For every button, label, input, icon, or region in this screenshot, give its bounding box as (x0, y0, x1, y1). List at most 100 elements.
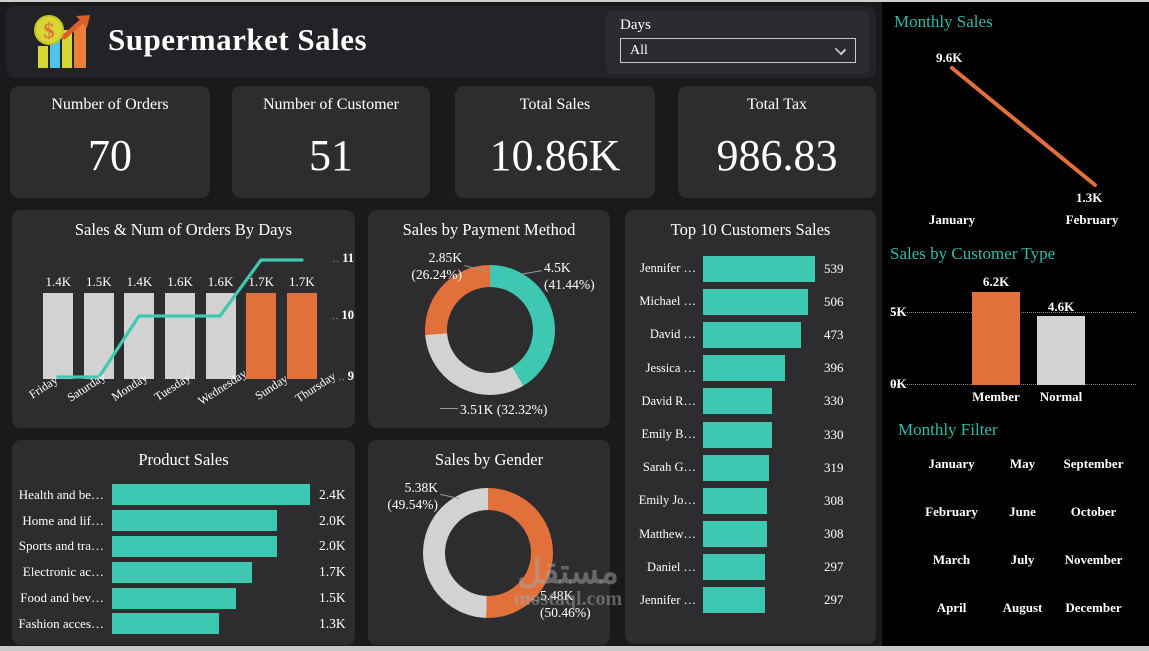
product-sales-chart: Product Sales Health and be… 2.4K Home an… (12, 440, 355, 645)
product-bar[interactable] (112, 510, 277, 532)
customer-bar[interactable] (703, 255, 815, 282)
monthly-sales-title: Monthly Sales (894, 12, 993, 31)
bar-member[interactable] (972, 292, 1020, 385)
combo-x-axis-labels: Friday Saturday Monday Tuesday Wednesday… (22, 366, 338, 408)
sales-by-gender-chart: Sales by Gender 5.38K (49.54%) 5.48K (50… (368, 440, 610, 645)
bar-monday[interactable] (124, 293, 155, 379)
orders-line-series (56, 258, 304, 379)
month-filter-august[interactable]: August (1002, 600, 1043, 615)
days-dropdown[interactable]: All (620, 38, 856, 63)
customer-bar[interactable] (703, 355, 786, 382)
bar-friday[interactable] (43, 293, 74, 379)
customer-row: David R… 330 (625, 385, 876, 418)
month-filter-november[interactable]: November (1064, 552, 1123, 567)
product-bar[interactable] (112, 561, 253, 583)
month-filter-july[interactable]: July (1010, 552, 1035, 567)
x-label: January (928, 212, 976, 227)
month-filter-february[interactable]: February (925, 504, 978, 519)
bar-sunday[interactable] (246, 293, 277, 379)
payment-donut[interactable] (425, 265, 555, 395)
svg-text:$: $ (44, 18, 55, 43)
product-row: Fashion acces… 1.3K (12, 611, 355, 637)
slice-label-credit: 2.85K (26.24%) (411, 250, 462, 282)
kpi-value: 51 (309, 131, 353, 180)
sales-orders-by-days-chart: Sales & Num of Orders By Days 1.4K 1.5K … (12, 210, 355, 428)
kpi-label: Total Sales (519, 96, 591, 113)
gender-donut[interactable] (423, 488, 553, 618)
month-filter-march[interactable]: March (932, 552, 971, 567)
customer-type-title: Sales by Customer Type (890, 244, 1056, 263)
kpi-label: Total Tax (746, 96, 808, 113)
x-label: February (1065, 212, 1119, 227)
customer-row: Michael … 506 (625, 285, 876, 318)
header-bar: $ Supermarket Sales Days All (6, 6, 876, 78)
bar-normal[interactable] (1037, 316, 1085, 385)
month-filter-december[interactable]: December (1065, 600, 1122, 615)
kpi-number-of-orders: Number of Orders 70 (10, 86, 210, 198)
bar-thursday[interactable] (286, 293, 317, 379)
secondary-y-axis: ‥ 11 ‥ 10 ‥ 9 (328, 251, 355, 383)
bar-value-label: 1.6K (167, 274, 193, 289)
customer-bars: Jennifer … 539 Michael … 506 David … 473 Je… (625, 252, 876, 617)
kpi-value: 986.83 (716, 131, 838, 180)
member-bar-slot (972, 292, 1020, 385)
days-slicer-label: Days (620, 17, 651, 33)
customer-bar[interactable] (703, 521, 767, 548)
product-bar[interactable] (112, 535, 277, 557)
bar-value-label: 4.6K (1047, 299, 1075, 314)
bar-value-label: 1.7K (288, 274, 315, 289)
combo-bars: 1.4K 1.5K 1.4K 1.6K 1.6K 1.7K 1.7K (38, 274, 322, 379)
customer-row: Emily Jo… 308 (625, 484, 876, 517)
product-bar[interactable] (112, 484, 310, 506)
right-sidebar: Monthly Sales 9.6K 1.3K January February… (882, 0, 1149, 651)
kpi-total-tax: Total Tax 986.83 (678, 86, 876, 198)
product-bars: Health and be… 2.4K Home and lif… 2.0K Spo… (12, 482, 355, 637)
monthly-filter-grid: January February March April May June Ju… (916, 440, 1129, 632)
supermarket-logo-icon: $ (34, 15, 90, 68)
bar-value-label: 1.6K (207, 274, 234, 289)
page-title: Supermarket Sales (108, 22, 368, 57)
kpi-label: Number of Orders (51, 96, 169, 113)
customer-bar[interactable] (703, 321, 802, 348)
bar-tuesday[interactable] (165, 293, 196, 379)
customer-bar[interactable] (703, 421, 772, 448)
bar-value-label: 1.4K (45, 274, 72, 289)
product-row: Home and lif… 2.0K (12, 508, 355, 534)
sales-by-payment-method-chart: Sales by Payment Method 2.85K (26.24%) 4… (368, 210, 610, 428)
donut-hole (445, 510, 531, 596)
product-bar[interactable] (112, 587, 236, 609)
month-filter-june[interactable]: June (1009, 504, 1036, 519)
bar-value-label: 1.7K (248, 274, 274, 289)
month-filter-october[interactable]: October (1070, 504, 1117, 519)
x-label: Member (972, 389, 1020, 404)
kpi-label: Number of Customer (263, 96, 399, 113)
customer-row: Daniel … 297 (625, 551, 876, 584)
bar-value-label: 6.2K (982, 274, 1010, 289)
month-filter-september[interactable]: September (1063, 456, 1124, 471)
product-row: Sports and tra… 2.0K (12, 534, 355, 560)
bar-value-label: 1.4K (126, 274, 153, 289)
days-dropdown-value: All (630, 42, 648, 58)
y2-tick: ‥ 11 (332, 251, 355, 265)
customer-bar[interactable] (703, 487, 767, 514)
chart-title: Sales & Num of Orders By Days (74, 220, 293, 239)
customer-bar[interactable] (703, 587, 765, 614)
customer-row: Emily B… 330 (625, 418, 876, 451)
slice-label-male: 5.48K (50.46%) (540, 588, 591, 620)
y2-tick: ‥ 9 (338, 369, 354, 383)
bar-wednesday[interactable] (205, 293, 236, 379)
product-row: Food and bev… 1.5K (12, 585, 355, 611)
chart-title: Sales by Payment Method (402, 220, 576, 239)
customer-bar[interactable] (703, 388, 772, 415)
monthly-sales-line[interactable] (942, 60, 1107, 195)
customer-bar[interactable] (703, 554, 765, 581)
normal-bar-slot (1037, 292, 1085, 385)
customer-bar[interactable] (703, 454, 770, 481)
month-filter-may[interactable]: May (1009, 456, 1036, 471)
month-filter-january[interactable]: January (928, 456, 975, 471)
month-filter-april[interactable]: April (936, 600, 967, 615)
customer-bar[interactable] (703, 288, 809, 315)
product-bar[interactable] (112, 613, 220, 635)
y2-tick: ‥ 10 (331, 308, 354, 322)
chart-title: Top 10 Customers Sales (670, 220, 831, 239)
